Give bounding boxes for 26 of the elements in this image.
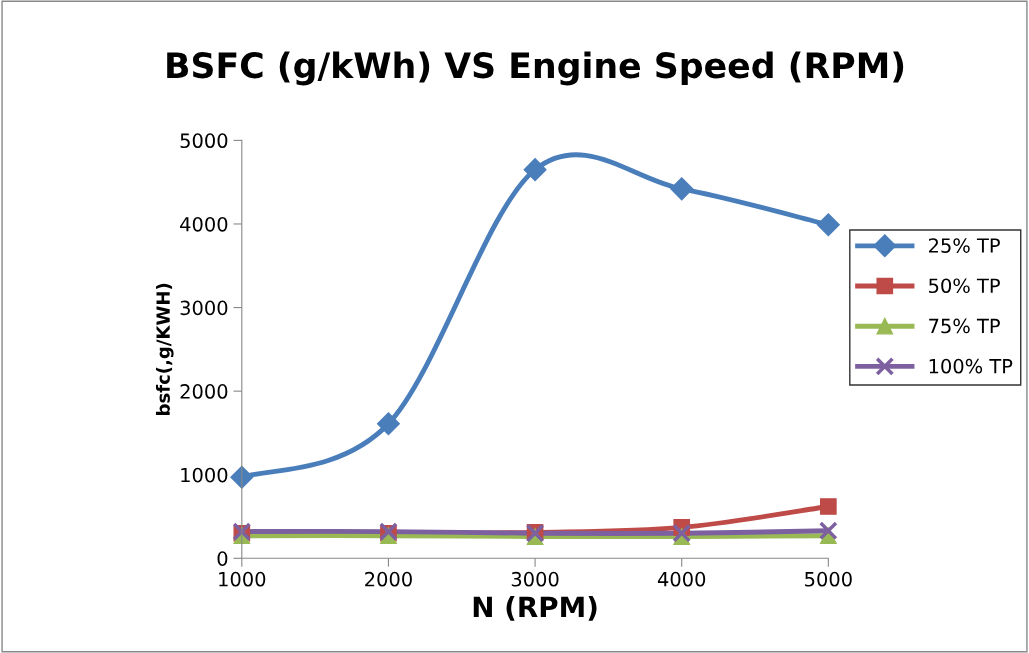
- y-tick-label: 3000: [180, 300, 228, 316]
- point: [818, 521, 838, 541]
- legend-label: 100% TP: [929, 358, 1013, 374]
- point: [672, 523, 692, 543]
- legend-label: 25% TP: [929, 238, 1000, 253]
- point: [670, 177, 694, 201]
- legend-label: 75% TP: [929, 318, 1000, 334]
- point: [523, 158, 547, 182]
- x-tick-label: 2000: [365, 571, 412, 587]
- x-tick-label: 4000: [657, 571, 706, 587]
- point: [816, 213, 840, 237]
- y-axis-title: bsfc(,g/KWH): [155, 283, 174, 415]
- x-tick-label: 3000: [511, 571, 559, 587]
- legend-label: 50% TP: [929, 278, 1000, 294]
- x-tick-label: 5000: [805, 571, 852, 587]
- point: [376, 412, 400, 436]
- y-tick-label: 0: [217, 551, 228, 566]
- x-axis-title: N (RPM): [473, 595, 597, 621]
- y-tick-label: 5000: [180, 133, 228, 149]
- x-tick-label: 1000: [219, 571, 266, 587]
- y-tick-label: 1000: [181, 467, 228, 483]
- point: [820, 498, 837, 515]
- chart-title: BSFC (g/kWh) VS Engine Speed (RPM): [167, 51, 904, 86]
- y-tick-label: 4000: [180, 216, 228, 232]
- y-tick-label: 2000: [180, 384, 228, 399]
- point: [230, 465, 254, 489]
